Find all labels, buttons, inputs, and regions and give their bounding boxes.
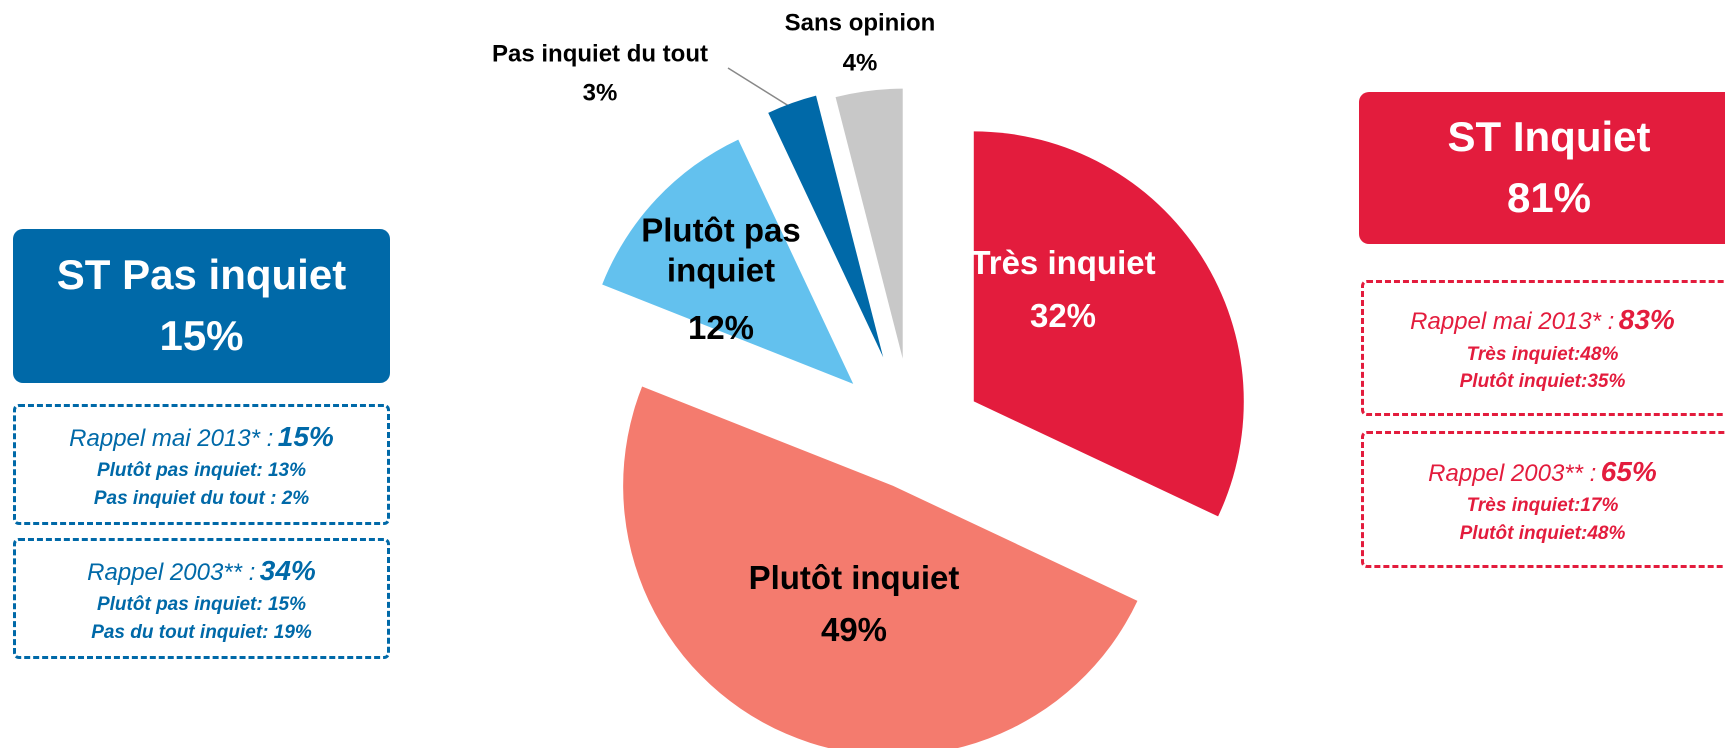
recall-line: Très inquiet:48% <box>1466 343 1619 365</box>
recall-line: Plutôt inquiet:35% <box>1459 371 1626 393</box>
recall-heading: Rappel mai 2013* : 83% <box>1364 300 1721 341</box>
slice-value-label: 3% <box>582 79 618 107</box>
slice-value-label: 49% <box>820 611 888 649</box>
summary-box: ST Pas inquiet 15% <box>13 229 390 383</box>
slice-label: Pas inquiet du tout <box>492 40 708 68</box>
slice-label: Plutôt pas inquiet <box>641 211 801 288</box>
summary-box: ST Inquiet 81% <box>1359 92 1725 244</box>
recall-line: Pas du tout inquiet: 19% <box>91 621 312 643</box>
recall-label: Rappel 2003** : <box>1428 459 1597 487</box>
recall-label: Rappel mai 2013* : <box>69 424 274 452</box>
pie-slice <box>973 131 1244 517</box>
slice-label: Très inquiet <box>970 244 1156 282</box>
recall-heading: Rappel 2003** : 65% <box>1364 452 1721 493</box>
recall-box: Rappel 2003** : 65% Très inquiet:17% Plutô… <box>1361 431 1725 568</box>
recall-value: 65% <box>1600 455 1657 487</box>
recall-label: Rappel mai 2013* : <box>1410 308 1615 336</box>
recall-line: Plutôt pas inquiet: 13% <box>96 460 307 482</box>
pie-slice <box>835 88 903 359</box>
slice-label: Sans opinion <box>784 9 936 37</box>
recall-line: Plutôt pas inquiet: 15% <box>96 594 307 616</box>
recall-heading: Rappel mai 2013* : 15% <box>16 417 387 458</box>
recall-heading: Rappel 2003** : 34% <box>16 551 387 592</box>
recall-line: Plutôt inquiet:48% <box>1459 522 1626 544</box>
pie-slice <box>768 95 884 358</box>
recall-label: Rappel 2003** : <box>87 558 256 586</box>
slice-label: Plutôt inquiet <box>748 559 960 597</box>
recall-value: 34% <box>259 554 316 586</box>
recall-value: 83% <box>1618 304 1675 336</box>
summary-title: ST Pas inquiet <box>56 251 347 299</box>
slice-value-label: 12% <box>687 309 755 347</box>
pie-slice <box>623 386 1138 748</box>
pie-slice <box>602 139 854 384</box>
recall-box: Rappel mai 2013* : 15% Plutôt pas inquiet… <box>13 404 390 525</box>
recall-line: Pas inquiet du tout : 2% <box>93 487 310 509</box>
summary-title: ST Inquiet <box>1447 113 1651 161</box>
recall-line: Très inquiet:17% <box>1466 495 1619 517</box>
recall-value: 15% <box>277 420 334 452</box>
recall-box: Rappel mai 2013* : 83% Très inquiet:48% Pl… <box>1361 280 1725 416</box>
summary-value: 81% <box>1506 174 1592 221</box>
slice-value-label: 32% <box>1029 297 1097 335</box>
leader-line <box>727 67 793 109</box>
recall-box: Rappel 2003** : 34% Plutôt pas inquiet: 1… <box>13 538 390 659</box>
slice-value-label: 4% <box>842 49 878 77</box>
summary-value: 15% <box>159 312 244 359</box>
